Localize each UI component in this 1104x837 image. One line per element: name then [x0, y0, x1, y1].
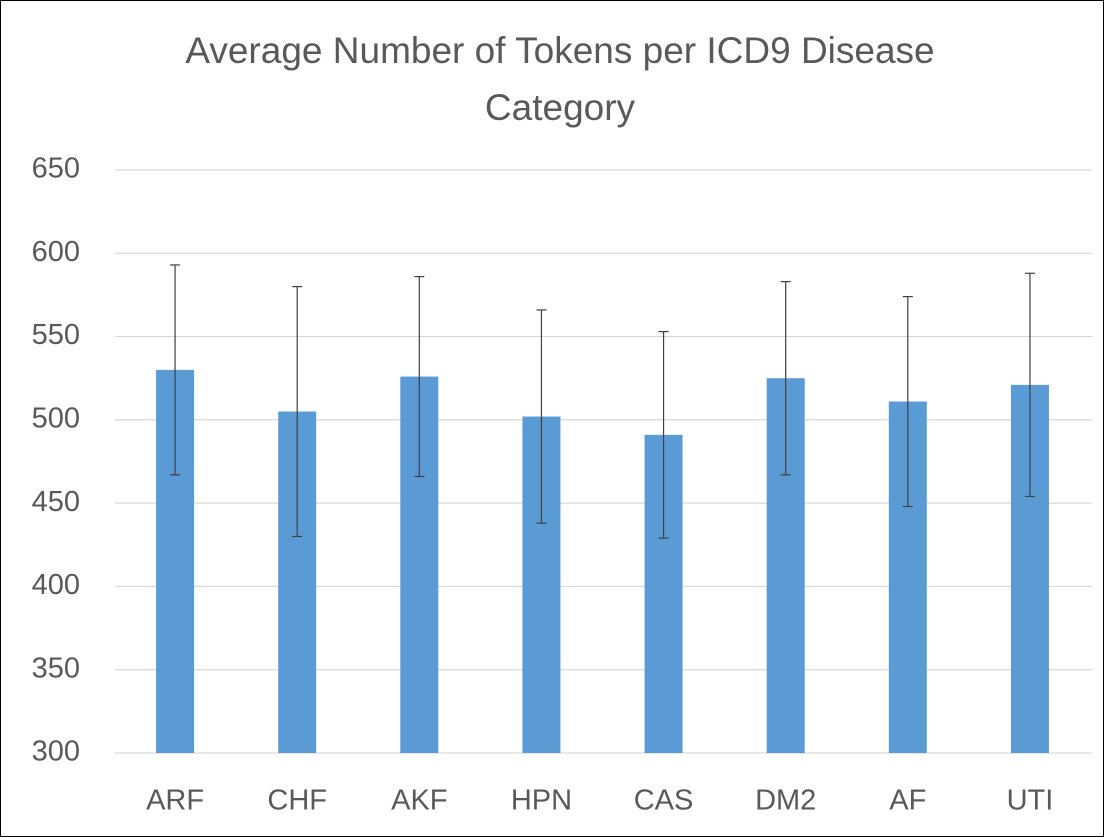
y-tick-label: 650 — [32, 153, 80, 185]
x-tick-label: ARF — [146, 785, 204, 817]
x-tick-label: AF — [889, 785, 926, 817]
x-tick-label: AKF — [391, 785, 447, 817]
y-tick-label: 350 — [32, 652, 80, 684]
y-tick-label: 400 — [32, 569, 80, 601]
y-tick-label: 600 — [32, 236, 80, 268]
y-tick-label: 300 — [32, 736, 80, 768]
x-tick-label: HPN — [511, 785, 572, 817]
x-tick-label: UTI — [1007, 785, 1054, 817]
y-tick-label: 550 — [32, 319, 80, 351]
chart-title: Average Number of Tokens per ICD9 Diseas… — [185, 30, 935, 128]
x-tick-label: DM2 — [755, 785, 816, 817]
x-tick-label: CHF — [267, 785, 327, 817]
y-tick-label: 500 — [32, 403, 80, 435]
y-tick-label: 450 — [32, 486, 80, 518]
x-tick-label: CAS — [634, 785, 694, 817]
